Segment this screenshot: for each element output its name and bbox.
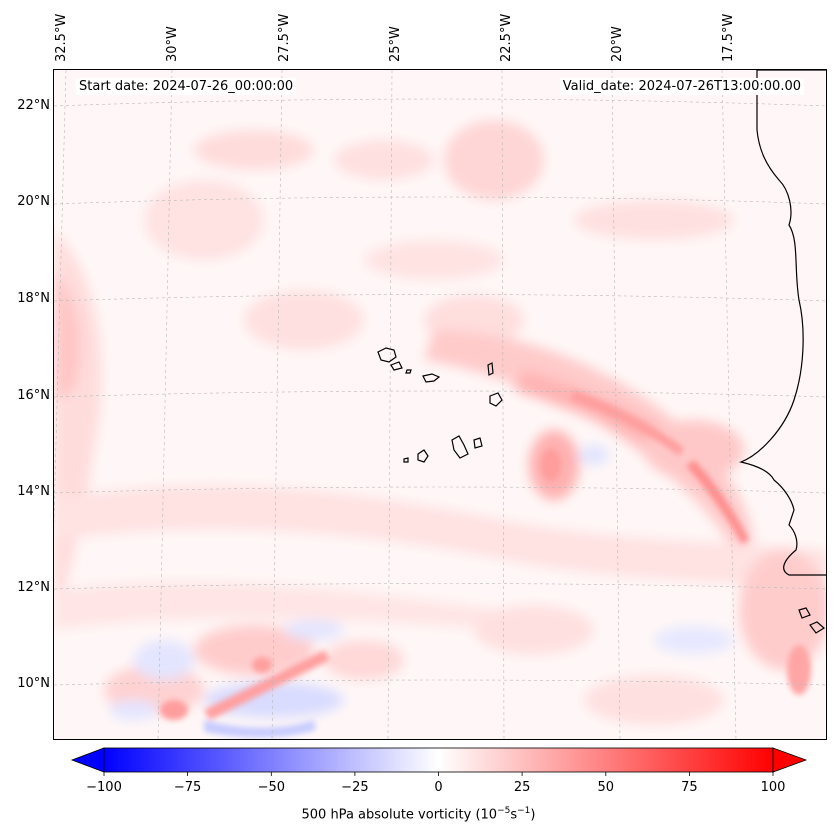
- lat-label-16n: 16°N: [17, 388, 50, 403]
- colorbar-title-end: ): [530, 807, 536, 823]
- valid-date-label: Valid_date: 2024-07-26T13:00:00.00: [559, 78, 804, 95]
- colorbar-title-exp1: −5: [497, 806, 511, 816]
- graticule: [54, 70, 826, 739]
- lat-label-10n: 10°N: [17, 676, 50, 691]
- lon-label-25w: 25°W: [388, 26, 403, 62]
- lat-label-12n: 12°N: [17, 580, 50, 595]
- lon-label-22-5w: 22.5°W: [499, 13, 514, 62]
- lat-label-20n: 20°N: [17, 194, 50, 209]
- start-date-label: Start date: 2024-07-26_00:00:00: [76, 78, 297, 95]
- lon-label-30w: 30°W: [165, 26, 180, 62]
- map-canvas: [54, 70, 826, 739]
- colorbar-tick: −25: [341, 780, 369, 795]
- colorbar-tick: 25: [513, 780, 531, 795]
- colorbar-tick: −100: [86, 780, 122, 795]
- colorbar-tick: 100: [760, 780, 786, 795]
- colorbar-title-exp2: −1: [517, 806, 531, 816]
- colorbar-title-text: 500 hPa absolute vorticity (10: [301, 807, 498, 823]
- lat-label-22n: 22°N: [17, 98, 50, 113]
- colorbar-title-unit: s: [510, 807, 518, 823]
- colorbar-high-extend: [772, 747, 808, 773]
- colorbar-tick: 75: [681, 780, 698, 795]
- colorbar-gradient: [103, 747, 774, 773]
- colorbar-tick: 0: [434, 780, 443, 795]
- colorbar-tick: 50: [597, 780, 615, 795]
- lat-label-18n: 18°N: [17, 291, 50, 306]
- colorbar-low-extend: [70, 747, 105, 773]
- lat-label-14n: 14°N: [17, 484, 50, 499]
- colorbar-tick: −50: [257, 780, 286, 795]
- lon-label-17-5w: 17.5°W: [721, 13, 736, 62]
- colorbar-tick: −75: [173, 780, 202, 795]
- lon-label-32-5w: 32.5°W: [54, 13, 69, 62]
- vorticity-strong-features: [160, 390, 811, 738]
- coastlines: [377, 70, 826, 634]
- colorbar-title: 500 hPa absolute vorticity (10−5s−1): [0, 806, 837, 822]
- colorbar: −100 −75 −50 −25 0 25 50 75 100 500 hPa …: [0, 740, 837, 839]
- vorticity-map[interactable]: Start date: 2024-07-26_00:00:00 Valid_da…: [53, 69, 827, 740]
- lon-label-20w: 20°W: [610, 26, 625, 62]
- colorbar-bar: [70, 747, 808, 776]
- lon-label-27-5w: 27.5°W: [277, 13, 292, 62]
